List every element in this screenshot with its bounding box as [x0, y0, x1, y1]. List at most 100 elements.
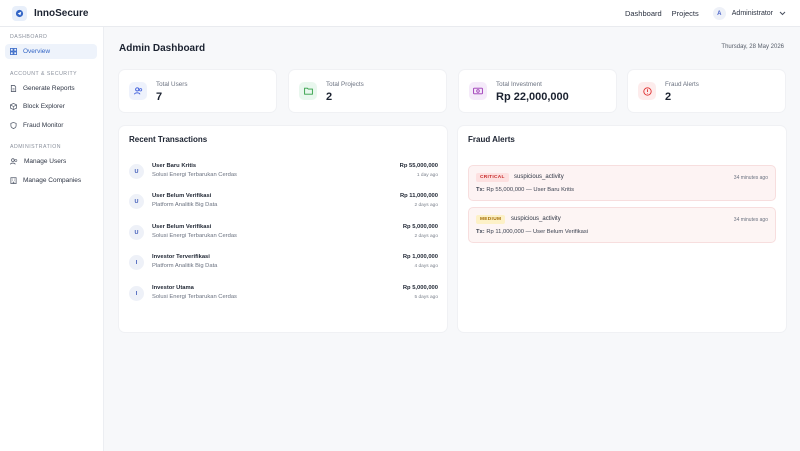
nav-projects-link[interactable]: Projects: [671, 9, 699, 18]
shield-icon: [10, 122, 17, 129]
sidebar-item-label: Block Explorer: [23, 103, 65, 110]
panel-title: Recent Transactions: [129, 135, 208, 144]
main-content: Admin Dashboard Thursday, 28 May 2026 To…: [104, 27, 800, 451]
tx-detail: Rp 55,000,000 — User Baru Kritis: [486, 187, 574, 193]
transaction-user: User Belum Verifikasi: [152, 224, 212, 230]
avatar: A: [712, 7, 726, 20]
brand[interactable]: InnoSecure: [12, 5, 89, 21]
sidebar-item-fraud-monitor[interactable]: Fraud Monitor: [5, 118, 97, 133]
shield-logo-icon: [12, 5, 27, 21]
transaction-time: 2 days ago: [414, 203, 438, 208]
avatar: U: [129, 194, 144, 209]
sidebar-item-generate-reports[interactable]: Generate Reports: [5, 81, 97, 96]
transaction-user: User Baru Kritis: [152, 163, 197, 169]
transaction-user: User Belum Verifikasi: [152, 193, 212, 199]
transaction-amount: Rp 5,000,000: [402, 224, 438, 230]
stat-value: 2: [665, 91, 672, 103]
sidebar-item-overview[interactable]: Overview: [5, 44, 97, 59]
transaction-company: Platform Analitik Big Data: [152, 263, 218, 269]
sidebar-item-manage-companies[interactable]: Manage Companies: [5, 173, 97, 188]
sidebar-item-label: Fraud Monitor: [23, 122, 64, 129]
list-item[interactable]: U User Belum Verifikasi Platform Analiti…: [129, 189, 438, 213]
grid-icon: [10, 48, 17, 55]
transaction-time: 1 day ago: [416, 173, 438, 178]
sidebar-section-administration: ADMINISTRATION: [10, 144, 61, 150]
sidebar-item-label: Generate Reports: [23, 85, 75, 92]
stat-label: Total Projects: [326, 81, 364, 88]
tx-prefix: Tx:: [476, 229, 485, 235]
current-date: Thursday, 28 May 2026: [721, 44, 784, 50]
list-item[interactable]: U User Belum Verifikasi Solusi Energi Te…: [129, 220, 438, 244]
users-icon: [129, 82, 147, 100]
tx-prefix: Tx:: [476, 187, 485, 193]
severity-badge: MEDIUM: [476, 215, 506, 224]
sidebar-section-dashboard: DASHBOARD: [10, 34, 48, 40]
page-title: Admin Dashboard: [119, 43, 206, 54]
transaction-amount: Rp 5,000,000: [402, 285, 438, 291]
tx-detail: Rp 11,000,000 — User Belum Verifikasi: [486, 229, 589, 235]
alert-detail: Tx: Rp 55,000,000 — User Baru Kritis: [476, 187, 574, 193]
fraud-alerts-panel: Fraud Alerts CRITICAL suspicious_activit…: [458, 126, 786, 332]
stat-value: 2: [326, 91, 333, 103]
alert-time: 34 minutes ago: [733, 217, 768, 223]
fraud-alert-medium[interactable]: MEDIUM suspicious_activity 34 minutes ag…: [468, 207, 776, 243]
money-icon: [469, 82, 487, 100]
list-item[interactable]: I Investor Utama Solusi Energi Terbaruka…: [129, 281, 438, 305]
stat-card-total-investment: Total Investment Rp 22,000,000: [459, 70, 616, 112]
avatar: I: [129, 286, 144, 301]
stat-value: 7: [156, 91, 163, 103]
list-item[interactable]: I Investor Terverifikasi Platform Analit…: [129, 250, 438, 274]
list-item[interactable]: U User Baru Kritis Solusi Energi Terbaru…: [129, 159, 438, 183]
recent-transactions-panel: Recent Transactions U User Baru Kritis S…: [119, 126, 447, 332]
avatar: I: [129, 255, 144, 270]
transaction-time: 5 days ago: [414, 295, 438, 300]
sidebar-item-label: Overview: [23, 48, 51, 55]
stat-label: Fraud Alerts: [665, 81, 699, 88]
cube-icon: [10, 103, 17, 110]
fraud-alert-critical[interactable]: CRITICAL suspicious_activity 34 minutes …: [468, 165, 776, 201]
transaction-company: Platform Analitik Big Data: [152, 202, 218, 208]
stat-label: Total Investment: [496, 81, 542, 88]
stat-card-total-projects: Total Projects 2: [289, 70, 446, 112]
building-icon: [10, 177, 17, 184]
alert-icon: [638, 82, 656, 100]
transaction-company: Solusi Energi Terbarukan Cerdas: [152, 294, 237, 300]
alert-type: suspicious_activity: [514, 174, 564, 180]
transaction-amount: Rp 55,000,000: [399, 163, 438, 169]
panel-title: Fraud Alerts: [468, 135, 515, 144]
stat-card-fraud-alerts: Fraud Alerts 2: [628, 70, 785, 112]
transaction-time: 2 days ago: [414, 234, 438, 239]
sidebar-item-label: Manage Users: [24, 158, 67, 165]
sidebar-item-block-explorer[interactable]: Block Explorer: [5, 99, 97, 114]
transaction-amount: Rp 1,000,000: [402, 254, 438, 260]
transaction-user: Investor Utama: [152, 285, 194, 291]
user-name: Administrator: [731, 10, 773, 17]
nav-dashboard-link[interactable]: Dashboard: [624, 9, 662, 18]
sidebar: DASHBOARD Overview ACCOUNT & SECURITY Ge…: [0, 27, 104, 451]
avatar: U: [129, 225, 144, 240]
chevron-down-icon: [779, 11, 786, 16]
severity-badge: CRITICAL: [476, 173, 509, 182]
sidebar-section-account-security: ACCOUNT & SECURITY: [10, 71, 78, 77]
top-nav: Dashboard Projects A Administrator: [625, 0, 786, 27]
user-menu[interactable]: A Administrator: [712, 7, 786, 20]
users-icon: [10, 158, 18, 165]
transaction-company: Solusi Energi Terbarukan Cerdas: [152, 233, 237, 239]
transaction-amount: Rp 11,000,000: [399, 193, 438, 199]
avatar: U: [129, 164, 144, 179]
transaction-time: 4 days ago: [414, 264, 438, 269]
sidebar-item-manage-users[interactable]: Manage Users: [5, 154, 97, 169]
alert-detail: Tx: Rp 11,000,000 — User Belum Verifikas…: [476, 229, 588, 235]
transaction-company: Solusi Energi Terbarukan Cerdas: [152, 172, 237, 178]
document-icon: [10, 85, 17, 92]
stat-card-total-users: Total Users 7: [119, 70, 276, 112]
alert-time: 34 minutes ago: [733, 175, 768, 181]
folder-icon: [299, 82, 317, 100]
stat-label: Total Users: [156, 81, 188, 88]
app-name: InnoSecure: [34, 7, 89, 19]
stat-value: Rp 22,000,000: [496, 91, 569, 103]
sidebar-item-label: Manage Companies: [23, 177, 82, 184]
top-bar: InnoSecure Dashboard Projects A Administ…: [0, 0, 800, 27]
transaction-user: Investor Terverifikasi: [152, 254, 210, 260]
alert-type: suspicious_activity: [511, 216, 561, 222]
